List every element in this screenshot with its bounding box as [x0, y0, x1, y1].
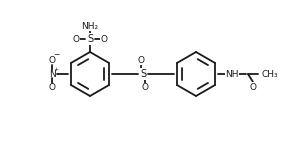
Text: O: O: [138, 56, 144, 65]
Text: −: −: [53, 50, 59, 59]
Text: N: N: [49, 70, 55, 78]
Text: O: O: [141, 83, 149, 92]
Text: O: O: [73, 34, 80, 44]
Text: S: S: [87, 34, 93, 44]
Text: O: O: [250, 82, 257, 91]
Text: NH₂: NH₂: [81, 21, 99, 30]
Text: O: O: [101, 34, 107, 44]
Text: O: O: [49, 83, 56, 92]
Text: O: O: [49, 56, 56, 65]
Text: CH₃: CH₃: [262, 70, 278, 78]
Text: NH: NH: [225, 70, 239, 78]
Text: +: +: [53, 66, 59, 71]
Text: S: S: [140, 69, 146, 79]
